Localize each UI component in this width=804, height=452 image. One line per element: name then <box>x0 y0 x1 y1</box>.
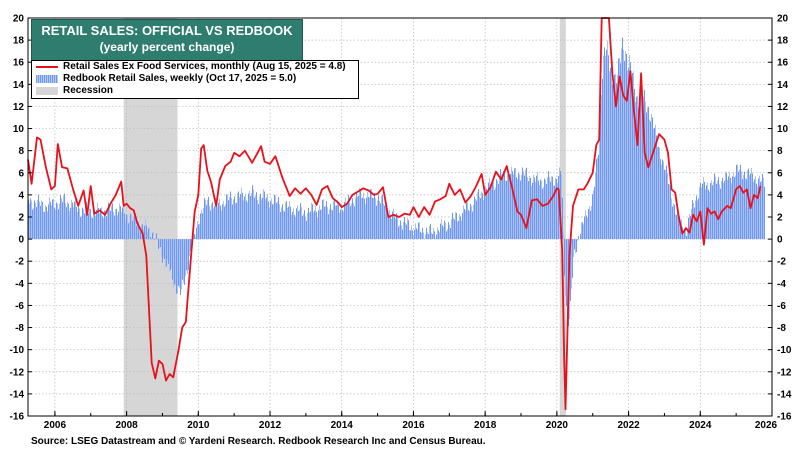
y-tick-label-right: 4 <box>777 190 783 201</box>
legend-label-redbook: Redbook Retail Sales, weekly (Oct 17, 20… <box>63 73 297 84</box>
x-tick-label: 2024 <box>689 420 712 431</box>
legend-swatch-recession <box>36 87 58 95</box>
y-tick-label-left: -14 <box>10 389 25 400</box>
y-tick-label-left: 20 <box>13 14 25 25</box>
y-tick-label-left: 4 <box>18 190 24 201</box>
y-tick-label-right: 12 <box>777 102 789 113</box>
y-tick-label-left: 16 <box>13 58 25 69</box>
y-tick-label-left: 14 <box>13 80 25 91</box>
y-tick-label-left: 8 <box>18 146 24 157</box>
legend-item-redbook: Redbook Retail Sales, weekly (Oct 17, 20… <box>32 73 358 85</box>
y-tick-label-right: 0 <box>777 235 783 246</box>
official-series-line <box>27 17 762 411</box>
x-tick-label: 2008 <box>115 420 138 431</box>
y-tick-label-right: 10 <box>777 124 789 135</box>
x-tick-label: 2012 <box>259 420 282 431</box>
y-tick-label-right: 20 <box>777 14 789 25</box>
y-tick-label-left: -8 <box>15 323 24 334</box>
y-tick-label-left: -4 <box>15 279 24 290</box>
x-tick-label: 2014 <box>331 420 354 431</box>
legend-label-recession: Recession <box>63 85 114 96</box>
y-tick-label-right: -8 <box>777 323 786 334</box>
y-tick-label-right: -12 <box>777 367 792 378</box>
x-axis: 2006 2008 2010 2012 2014 2016 2018 2020 2022 2024… <box>44 420 778 431</box>
y-tick-label-right: 18 <box>777 36 789 47</box>
y-tick-label-right: 14 <box>777 80 789 91</box>
x-tick-label: 2018 <box>474 420 497 431</box>
official-line-layer <box>27 17 762 411</box>
chart-subtitle: (yearly percent change) <box>99 40 235 54</box>
y-tick-label-right: -16 <box>777 412 792 423</box>
y-tick-label-left: 12 <box>13 102 25 113</box>
y-tick-label-right: 2 <box>777 213 783 224</box>
y-tick-label-left: -16 <box>10 412 25 423</box>
y-tick-label-right: -10 <box>777 345 792 356</box>
y-tick-label-right: 6 <box>777 168 783 179</box>
y-tick-label-right: -2 <box>777 257 786 268</box>
y-tick-label-right: -14 <box>777 389 792 400</box>
y-tick-label-left: -2 <box>15 257 24 268</box>
y-tick-label-left: 0 <box>18 235 24 246</box>
legend-item-recession: Recession <box>32 85 358 97</box>
chart-title-box: RETAIL SALES: OFFICIAL VS REDBOOK (yearl… <box>31 19 303 61</box>
y-tick-label-left: -10 <box>10 345 25 356</box>
x-tick-label: 2026 <box>755 420 778 431</box>
source-note: Source: LSEG Datastream and © Yardeni Re… <box>31 436 486 447</box>
legend-swatch-redbook <box>36 75 58 83</box>
x-tick-label: 2016 <box>402 420 425 431</box>
legend-item-official: Retail Sales Ex Food Services, monthly (… <box>32 61 358 73</box>
y-tick-label-right: 8 <box>777 146 783 157</box>
legend: Retail Sales Ex Food Services, monthly (… <box>31 60 359 99</box>
y-tick-label-left: -6 <box>15 301 24 312</box>
y-tick-label-left: 2 <box>18 213 24 224</box>
y-tick-label-right: -4 <box>777 279 786 290</box>
x-tick-label: 2020 <box>546 420 569 431</box>
x-tick-label: 2006 <box>44 420 67 431</box>
y-tick-label-left: -12 <box>10 367 25 378</box>
x-tick-label: 2010 <box>187 420 210 431</box>
y-tick-label-left: 10 <box>13 124 25 135</box>
x-tick-label: 2022 <box>617 420 640 431</box>
axis-ticks <box>28 17 773 417</box>
legend-label-official: Retail Sales Ex Food Services, monthly (… <box>63 61 346 72</box>
y-tick-label-right: 16 <box>777 58 789 69</box>
y-tick-label-left: 18 <box>13 36 25 47</box>
legend-swatch-official <box>36 66 58 68</box>
y-tick-label-right: -6 <box>777 301 786 312</box>
chart-title: RETAIL SALES: OFFICIAL VS REDBOOK <box>41 23 293 38</box>
y-tick-label-left: 6 <box>18 168 24 179</box>
